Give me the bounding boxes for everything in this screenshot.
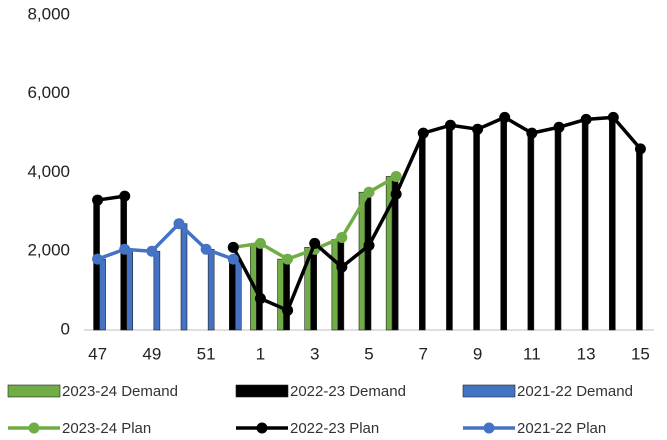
line-marker xyxy=(309,237,321,249)
y-tick-label: 0 xyxy=(61,319,70,338)
y-tick-label: 2,000 xyxy=(27,241,70,260)
bar xyxy=(527,132,535,331)
legend-label: 2023-24 Plan xyxy=(62,420,151,437)
bar xyxy=(310,243,318,331)
x-tick-label: 1 xyxy=(256,344,265,363)
x-tick-label: 11 xyxy=(523,344,541,363)
x-tick-label: 7 xyxy=(419,344,428,363)
legend-label: 2021-22 Plan xyxy=(517,420,606,437)
line-marker xyxy=(553,121,565,133)
line-marker xyxy=(417,127,429,139)
line-marker xyxy=(146,245,158,257)
line-marker xyxy=(173,218,185,230)
bar xyxy=(500,117,508,331)
line-marker xyxy=(363,239,375,251)
y-tick-label: 8,000 xyxy=(27,4,70,23)
line-marker xyxy=(607,111,619,123)
line-marker xyxy=(390,188,402,200)
bar xyxy=(99,258,106,331)
line-marker xyxy=(92,194,104,206)
legend-swatch-marker xyxy=(483,422,495,434)
bar xyxy=(277,258,284,331)
bar xyxy=(636,148,643,331)
line-marker xyxy=(363,186,375,198)
bar xyxy=(153,250,161,331)
line-marker xyxy=(227,253,239,265)
line-marker xyxy=(282,253,294,265)
bar xyxy=(228,258,236,331)
bar xyxy=(207,248,215,331)
line-marker xyxy=(119,243,131,255)
bar xyxy=(364,191,372,331)
line-marker xyxy=(336,261,348,273)
bar xyxy=(126,248,134,331)
bar xyxy=(554,126,562,331)
x-tick-label: 3 xyxy=(310,344,319,363)
bar xyxy=(120,195,128,331)
bar xyxy=(385,176,393,331)
line-marker xyxy=(336,231,348,243)
line-marker xyxy=(390,170,402,182)
x-tick-label: 9 xyxy=(473,344,482,363)
x-tick-label: 51 xyxy=(197,344,216,363)
bar xyxy=(256,247,263,331)
line-marker xyxy=(227,241,239,253)
line-marker xyxy=(444,119,456,131)
x-tick-label: 47 xyxy=(88,344,107,363)
x-tick-label: 5 xyxy=(364,344,373,363)
line-marker xyxy=(200,243,212,255)
line-marker xyxy=(499,111,511,123)
bar xyxy=(608,117,616,331)
y-tick-label: 4,000 xyxy=(27,162,70,181)
x-tick-label: 15 xyxy=(631,344,650,363)
line-marker xyxy=(119,190,131,202)
line-marker xyxy=(580,113,592,125)
bar xyxy=(234,258,242,331)
line-marker xyxy=(92,253,104,265)
bar xyxy=(446,124,453,331)
bar xyxy=(331,239,339,331)
legend-swatch xyxy=(235,384,289,398)
legend-swatch-marker xyxy=(256,422,268,434)
bar xyxy=(337,239,345,331)
x-tick-label: 13 xyxy=(577,344,596,363)
bar xyxy=(180,223,188,331)
bar xyxy=(418,132,426,331)
legend-swatch xyxy=(7,384,61,398)
y-tick-label: 6,000 xyxy=(27,83,70,102)
line-marker xyxy=(472,123,484,135)
line-marker xyxy=(282,304,294,316)
legend-swatch xyxy=(462,384,516,398)
bar xyxy=(283,254,290,331)
legend-label: 2021-22 Demand xyxy=(517,383,633,400)
line-marker xyxy=(634,143,646,155)
line-marker xyxy=(254,237,266,249)
legend-label: 2022-23 Demand xyxy=(290,383,406,400)
legend-label: 2023-24 Demand xyxy=(62,383,178,400)
line-marker xyxy=(254,293,266,304)
bar xyxy=(93,199,100,331)
x-tick-label: 49 xyxy=(142,344,161,363)
legend-swatch-marker xyxy=(28,422,40,434)
bar xyxy=(581,119,589,331)
legend-label: 2022-23 Plan xyxy=(290,420,379,437)
line-marker xyxy=(526,127,538,139)
bar xyxy=(358,191,366,331)
bar xyxy=(473,128,480,331)
